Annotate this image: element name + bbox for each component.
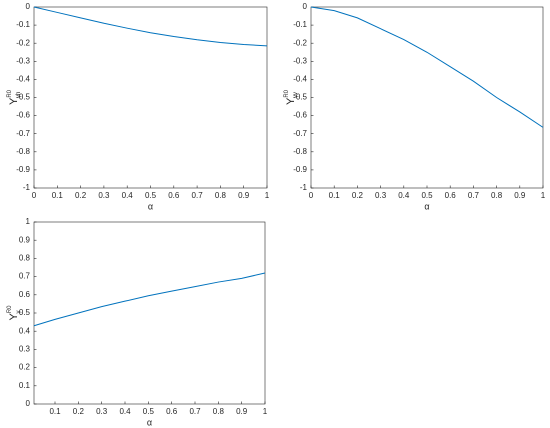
x-tick-label: 0.3 [375, 191, 387, 200]
x-tick-label: 0.1 [49, 407, 61, 416]
x-tick-label: 0.8 [215, 191, 227, 200]
y-tick-label: 0 [303, 2, 308, 11]
x-tick-label: 1 [263, 407, 268, 416]
y-tick-label: -0.1 [16, 20, 30, 29]
axes-box [310, 6, 544, 189]
x-tick-label: 0.1 [329, 191, 341, 200]
chart: 0 0.1 0.2 0.3 0.4 0.5 0.6 0.7 0.8 0.9 1 -1 -0.9 -0.8 -… [7, 2, 270, 211]
y-tick-label: -0.4 [293, 75, 307, 84]
x-tick-label: 0 [309, 191, 314, 200]
x-tick-label: 0.9 [238, 191, 250, 200]
x-tick-label: 0.9 [514, 191, 526, 200]
y-tick-label: -0.2 [16, 38, 30, 47]
x-tick-label: 1 [265, 191, 270, 200]
y-tick-label: 0.9 [19, 235, 31, 244]
y-tick-label: 0.4 [19, 326, 31, 335]
line [310, 6, 544, 128]
ylabel-sub: γh [16, 92, 22, 98]
x-tick-label: 0.8 [491, 191, 503, 200]
x-tick-label: 0.6 [166, 407, 178, 416]
y-tick-label: -0.2 [293, 38, 307, 47]
y-tick-label: 0.5 [19, 308, 31, 317]
y-tick-label: 0.6 [19, 290, 31, 299]
x-tick-label: 0.2 [75, 191, 87, 200]
x-axis-label: α [147, 417, 152, 427]
y-tick-label: 0.7 [19, 272, 31, 281]
x-tick-label: 0.7 [192, 191, 204, 200]
x-tick-label: 0.2 [352, 191, 364, 200]
x-tick-label: 0 [32, 191, 37, 200]
x-tick-label: 0.6 [445, 191, 457, 200]
x-tick-label: 0.3 [98, 191, 110, 200]
y-tick-label: -0.7 [293, 129, 307, 138]
y-axis-label: ΥR0 γ [7, 305, 22, 321]
x-tick-label: 0.4 [122, 191, 134, 200]
y-tick-label: -0.6 [16, 111, 30, 120]
y-tick-label: -0.1 [293, 20, 307, 29]
line [33, 6, 268, 47]
y-tick-label: 0.8 [19, 254, 31, 263]
x-tick-label: 0.2 [73, 407, 85, 416]
y-tick-label: -0.8 [293, 147, 307, 156]
x-tick-label: 0.4 [398, 191, 410, 200]
y-tick-label: -1 [300, 183, 308, 192]
x-tick-label: 0.5 [143, 407, 155, 416]
x-axis-label: α [424, 201, 429, 211]
x-tick-label: 0.7 [189, 407, 201, 416]
y-tick-label: -0.9 [293, 165, 307, 174]
axes-box [33, 221, 266, 405]
y-axis-label: ΥR0 γh [7, 89, 22, 105]
y-tick-label: -0.5 [16, 93, 30, 102]
x-tick-label: 0.8 [213, 407, 225, 416]
y-tick-label: -0.4 [16, 75, 30, 84]
y-tick-label: 0.3 [19, 345, 31, 354]
y-tick-label: -0.3 [16, 56, 30, 65]
x-tick-label: 0.7 [468, 191, 480, 200]
chart: 0.1 0.2 0.3 0.4 0.5 0.6 0.7 0.8 0.9 1 0 0.1 0.2 0.3 0.… [7, 217, 268, 427]
x-tick-label: 0.1 [52, 191, 64, 200]
y-tick-label: 0.1 [19, 381, 31, 390]
x-tick-label: 0.4 [119, 407, 131, 416]
y-tick-label: -0.8 [16, 147, 30, 156]
y-tick-label: 0.2 [19, 363, 31, 372]
ylabel-sup: R0 [7, 305, 13, 313]
y-tick-label: 0 [26, 399, 31, 408]
x-tick-label: 0.3 [96, 407, 108, 416]
axes-box [33, 6, 268, 189]
ylabel-symbol: Υ [8, 97, 20, 105]
y-tick-label: -0.3 [293, 56, 307, 65]
y-tick-label: -0.5 [293, 93, 307, 102]
ylabel-sup: R0 [7, 89, 13, 97]
x-tick-label: 0.9 [236, 407, 248, 416]
x-axis-label: α [148, 201, 153, 211]
y-tick-label: -0.6 [293, 111, 307, 120]
line [33, 272, 266, 327]
ylabel-sup: R0 [284, 89, 290, 97]
y-tick-label: 0 [26, 2, 31, 11]
ylabel-symbol: Υ [8, 313, 20, 321]
y-axis-label: ΥR0 γv [284, 89, 299, 105]
ylabel-sub: γv [293, 92, 299, 98]
y-tick-label: -0.9 [16, 165, 30, 174]
x-tick-label: 0.6 [168, 191, 180, 200]
y-tick-label: -1 [23, 183, 31, 192]
chart: 0 0.1 0.2 0.3 0.4 0.5 0.6 0.7 0.8 0.9 1 -1 -0.9 -0.8 -… [284, 2, 546, 211]
ylabel-sub: γ [16, 310, 22, 313]
x-tick-label: 0.5 [145, 191, 157, 200]
y-tick-label: -0.7 [16, 129, 30, 138]
ylabel-symbol: Υ [285, 97, 297, 105]
y-tick-label: 1 [26, 217, 31, 226]
x-tick-label: 0.5 [421, 191, 433, 200]
x-tick-label: 1 [541, 191, 546, 200]
